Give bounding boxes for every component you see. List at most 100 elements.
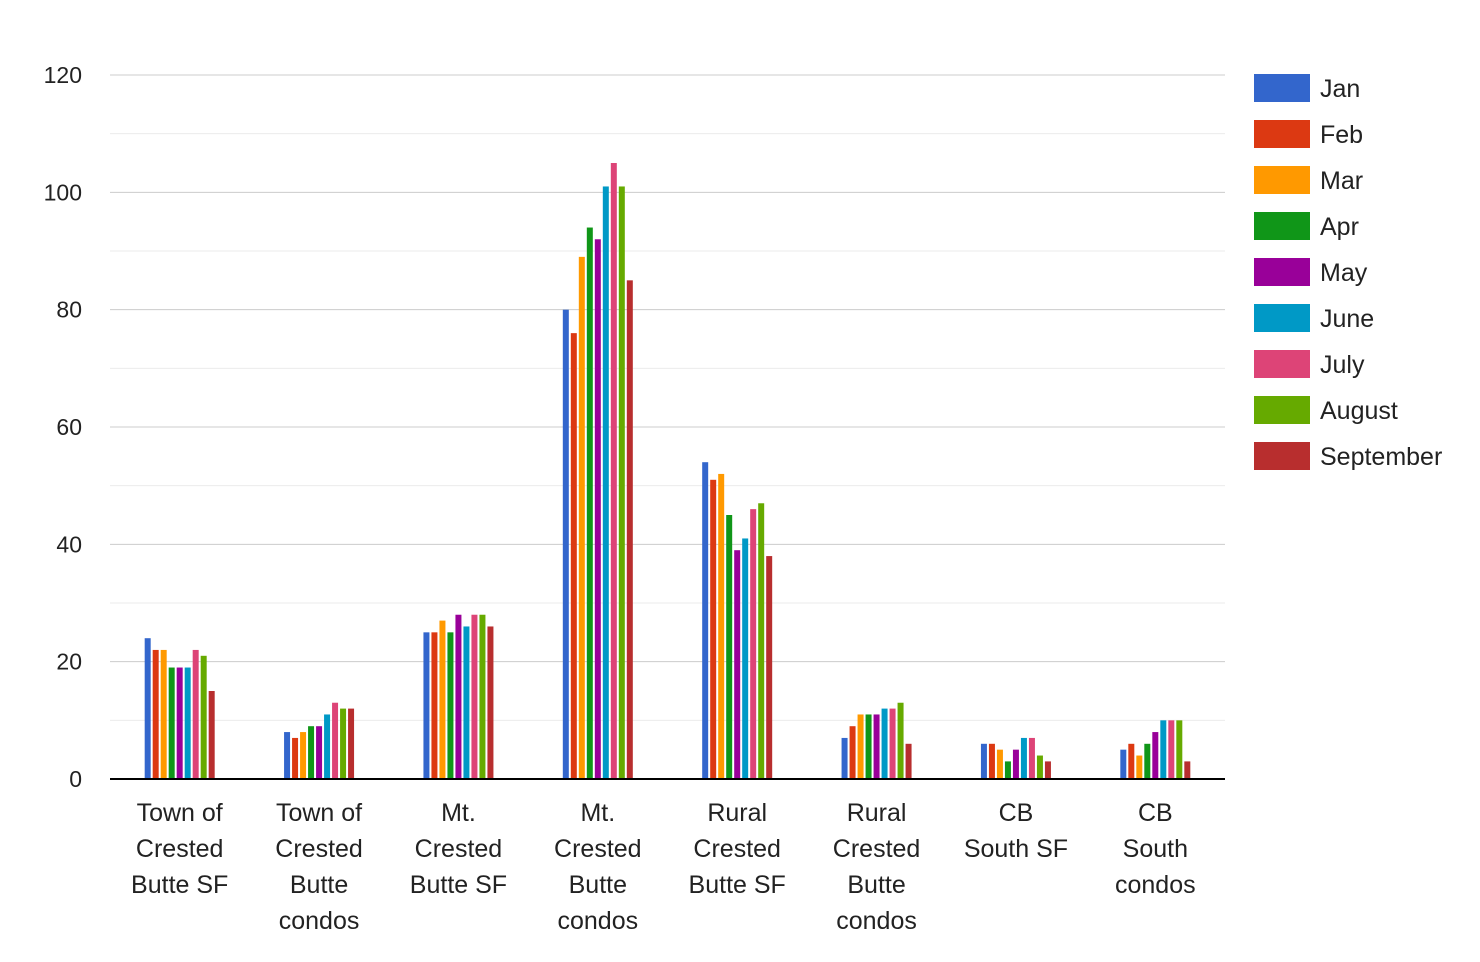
legend-label: August xyxy=(1320,397,1398,425)
bar-september-1 xyxy=(348,708,355,779)
x-category-label: Butte xyxy=(847,871,905,899)
bar-apr-1 xyxy=(308,726,315,779)
bar-feb-5 xyxy=(849,726,856,779)
x-category-label: CB xyxy=(999,799,1034,827)
bar-feb-0 xyxy=(152,649,159,779)
bar-july-6 xyxy=(1028,737,1035,779)
x-category-label: Crested xyxy=(415,835,503,863)
bar-mar-4 xyxy=(718,473,725,779)
x-category-label: Crested xyxy=(554,835,642,863)
bar-august-3 xyxy=(618,186,625,779)
x-category-label: Butte SF xyxy=(131,871,228,899)
y-tick-label: 0 xyxy=(69,766,82,792)
y-tick-label: 80 xyxy=(56,297,82,323)
bar-apr-2 xyxy=(447,632,454,779)
bar-august-4 xyxy=(758,503,765,779)
x-category-label: Butte SF xyxy=(689,871,786,899)
bar-july-4 xyxy=(750,509,757,779)
bar-september-2 xyxy=(487,626,494,779)
bar-mar-6 xyxy=(996,749,1003,779)
legend-swatch-apr xyxy=(1254,212,1310,240)
y-tick-label: 60 xyxy=(56,414,82,440)
legend-label: July xyxy=(1320,351,1365,379)
bar-jan-3 xyxy=(562,309,569,779)
bar-june-2 xyxy=(463,626,470,779)
bar-mar-0 xyxy=(160,649,167,779)
y-tick-label: 20 xyxy=(56,649,82,675)
bar-july-7 xyxy=(1168,720,1175,779)
bar-jan-6 xyxy=(980,743,987,779)
bar-august-5 xyxy=(897,702,904,779)
bar-august-0 xyxy=(200,655,207,779)
bar-august-1 xyxy=(340,708,347,779)
bar-apr-5 xyxy=(865,714,872,779)
bar-june-4 xyxy=(742,538,749,779)
bar-feb-7 xyxy=(1128,743,1135,779)
bar-september-7 xyxy=(1184,761,1191,779)
bar-september-6 xyxy=(1044,761,1051,779)
legend-swatch-feb xyxy=(1254,120,1310,148)
legend-label: May xyxy=(1320,259,1368,287)
bar-august-6 xyxy=(1036,755,1043,779)
bar-mar-3 xyxy=(578,256,585,779)
x-category-label: Butte SF xyxy=(410,871,507,899)
bar-may-6 xyxy=(1012,749,1019,779)
bar-apr-3 xyxy=(586,227,593,780)
y-tick-label: 40 xyxy=(56,531,82,557)
bar-jan-0 xyxy=(144,638,151,779)
legend-swatch-mar xyxy=(1254,166,1310,194)
bar-apr-4 xyxy=(726,515,733,779)
x-category-label: Rural xyxy=(707,799,767,827)
x-category-label: Crested xyxy=(833,835,921,863)
legend-swatch-june xyxy=(1254,304,1310,332)
bar-june-5 xyxy=(881,708,888,779)
bar-june-0 xyxy=(184,667,191,779)
bar-mar-5 xyxy=(857,714,864,779)
bar-jan-7 xyxy=(1120,749,1127,779)
bar-june-3 xyxy=(602,186,609,779)
legend-swatch-september xyxy=(1254,442,1310,470)
legend-label: Mar xyxy=(1320,167,1363,195)
bar-july-3 xyxy=(610,163,617,779)
bar-feb-2 xyxy=(431,632,438,779)
bar-jan-2 xyxy=(423,632,430,779)
bar-feb-6 xyxy=(988,743,995,779)
bar-apr-0 xyxy=(168,667,175,779)
bar-september-5 xyxy=(905,743,912,779)
bar-mar-7 xyxy=(1136,755,1143,779)
bar-mar-1 xyxy=(300,732,307,779)
bar-apr-6 xyxy=(1004,761,1011,779)
x-category-label: Butte xyxy=(290,871,348,899)
legend-swatch-jan xyxy=(1254,74,1310,102)
bar-feb-3 xyxy=(570,333,577,779)
bar-september-4 xyxy=(766,556,773,779)
x-category-label: Crested xyxy=(136,835,224,863)
bar-june-7 xyxy=(1160,720,1167,779)
bar-september-3 xyxy=(626,280,633,779)
bar-july-1 xyxy=(332,702,339,779)
x-category-label: Mt. xyxy=(441,799,476,827)
x-category-label: South SF xyxy=(964,835,1068,863)
x-category-label: Butte xyxy=(569,871,627,899)
x-category-label: condos xyxy=(558,907,639,935)
x-category-label: Mt. xyxy=(580,799,615,827)
bar-may-3 xyxy=(594,239,601,779)
y-tick-label: 120 xyxy=(44,62,82,88)
legend-swatch-august xyxy=(1254,396,1310,424)
legend-label: Apr xyxy=(1320,213,1359,241)
bar-june-6 xyxy=(1020,737,1027,779)
bar-august-7 xyxy=(1176,720,1183,779)
x-category-label: Town of xyxy=(276,799,362,827)
bar-may-5 xyxy=(873,714,880,779)
bar-july-2 xyxy=(471,614,478,779)
bar-july-5 xyxy=(889,708,896,779)
legend-label: Jan xyxy=(1320,75,1360,103)
bar-may-4 xyxy=(734,550,741,779)
y-tick-label: 100 xyxy=(44,179,82,205)
x-category-label: condos xyxy=(836,907,917,935)
bar-july-0 xyxy=(192,649,199,779)
legend-swatch-may xyxy=(1254,258,1310,286)
bar-may-0 xyxy=(176,667,183,779)
bar-may-1 xyxy=(316,726,323,779)
